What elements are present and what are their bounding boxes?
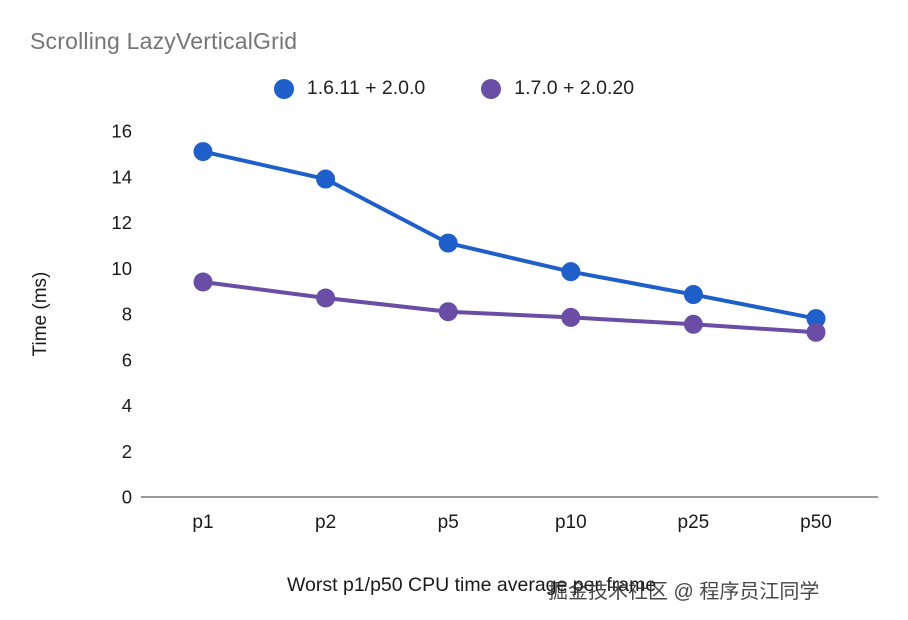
y-tick-label: 12	[111, 212, 132, 233]
legend-swatch-circle-purple	[481, 78, 502, 99]
data-point-series-1	[438, 233, 458, 253]
legend-label-series-1: 1.6.11 + 2.0.0	[306, 77, 426, 99]
legend: 1.6.11 + 2.0.0 1.7.0 + 2.0.20	[0, 77, 908, 100]
data-point-series-2	[316, 288, 336, 308]
legend-label-series-2: 1.7.0 + 2.0.20	[514, 77, 635, 99]
legend-item-series-2: 1.7.0 + 2.0.20	[481, 77, 634, 100]
data-point-series-2	[561, 307, 581, 327]
legend-swatch-circle-blue	[273, 78, 294, 99]
y-tick-label: 6	[122, 349, 132, 370]
x-tick-label: p5	[438, 512, 459, 533]
data-point-series-2	[193, 272, 213, 292]
watermark: 掘金技术社区 @ 程序员江同学	[548, 581, 820, 603]
x-tick-label: p2	[315, 512, 336, 533]
data-point-series-2	[438, 302, 458, 322]
data-point-series-1	[806, 309, 826, 329]
y-tick-label: 14	[111, 166, 132, 187]
chart-title: Scrolling LazyVerticalGrid	[30, 28, 298, 54]
legend-item-series-1: 1.6.11 + 2.0.0	[273, 77, 426, 100]
y-tick-label: 0	[122, 487, 132, 508]
x-tick-label: p10	[555, 512, 587, 533]
data-point-series-1	[193, 142, 213, 162]
x-tick-label: p25	[678, 512, 710, 533]
x-tick-label: p1	[192, 512, 213, 533]
data-point-series-1	[316, 169, 336, 189]
x-axis-title: Worst p1/p50 CPU time average per frame	[287, 574, 657, 596]
data-point-series-2	[806, 322, 826, 342]
data-point-series-2	[683, 314, 703, 334]
y-tick-label: 16	[111, 121, 132, 142]
series-line-2	[201, 279, 818, 335]
y-tick-label: 10	[111, 258, 132, 279]
y-tick-label: 2	[122, 441, 132, 462]
series-line-1	[201, 149, 818, 321]
y-axis-title: Time (ms)	[30, 271, 51, 357]
y-tick-label: 4	[122, 395, 132, 416]
x-tick-label: p50	[800, 512, 832, 533]
data-point-series-1	[561, 262, 581, 282]
data-point-series-1	[683, 285, 703, 305]
y-tick-label: 8	[122, 304, 132, 325]
